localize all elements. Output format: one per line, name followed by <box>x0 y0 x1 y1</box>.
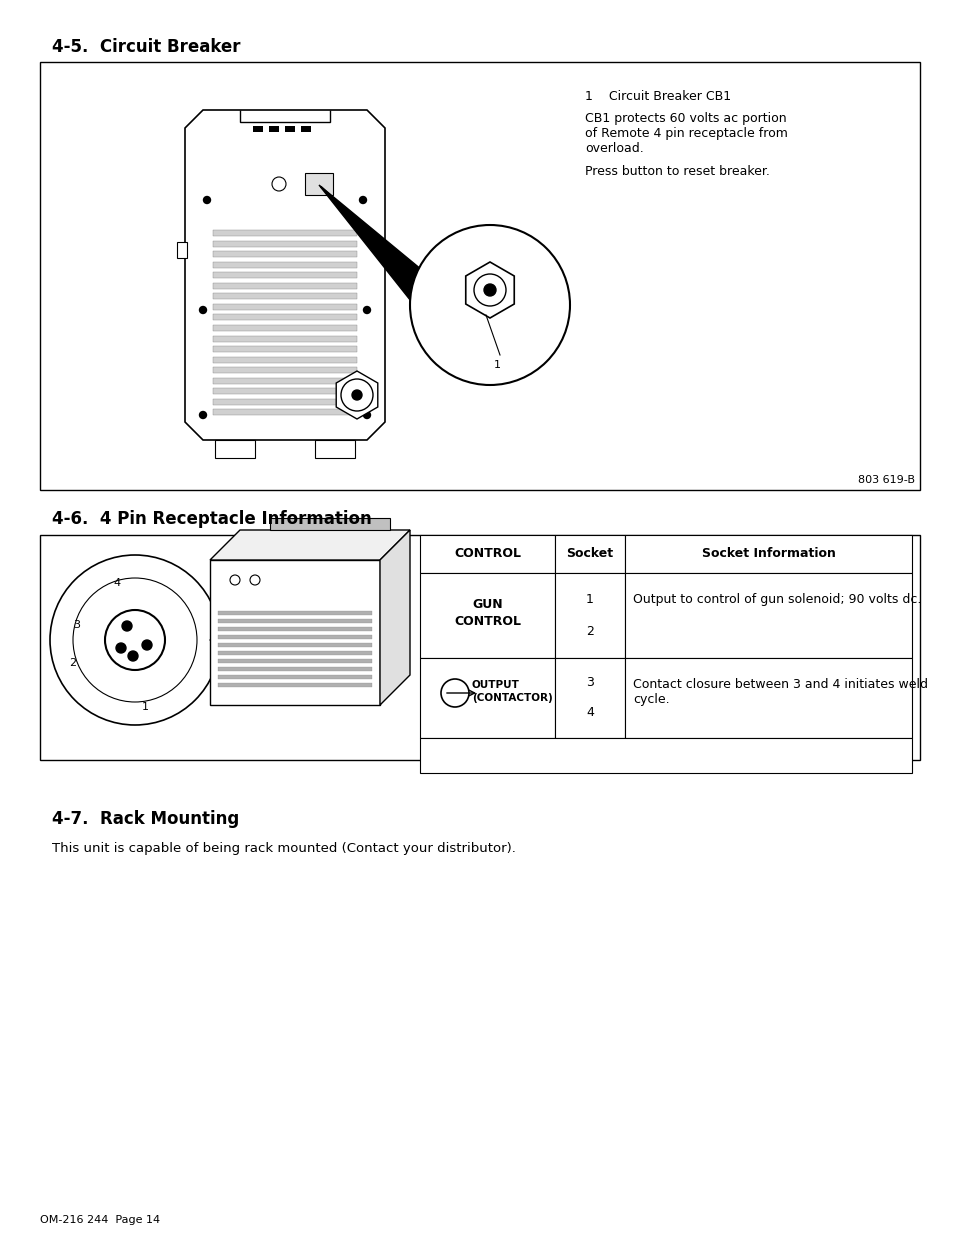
Bar <box>269 126 278 132</box>
Polygon shape <box>210 625 225 655</box>
Bar <box>555 658 624 739</box>
Bar <box>213 388 356 394</box>
Bar <box>213 357 356 363</box>
Text: 4-5.  Circuit Breaker: 4-5. Circuit Breaker <box>52 38 240 56</box>
Bar <box>213 325 356 331</box>
Circle shape <box>359 196 366 204</box>
Circle shape <box>410 225 569 385</box>
Bar <box>285 126 294 132</box>
Polygon shape <box>270 517 390 530</box>
Bar <box>218 643 372 647</box>
Bar <box>213 399 356 405</box>
Bar <box>213 283 356 289</box>
Text: This unit is capable of being rack mounted (Contact your distributor).: This unit is capable of being rack mount… <box>52 842 516 855</box>
Bar <box>213 378 356 384</box>
Bar <box>624 535 911 573</box>
Polygon shape <box>318 185 421 315</box>
Circle shape <box>128 651 138 661</box>
Bar <box>218 659 372 663</box>
Bar <box>419 658 555 739</box>
Circle shape <box>363 411 370 419</box>
Bar <box>314 440 355 458</box>
Text: 1: 1 <box>141 701 149 713</box>
Text: Output to control of gun solenoid; 90 volts dc.: Output to control of gun solenoid; 90 vo… <box>633 593 921 606</box>
Text: OUTPUT: OUTPUT <box>472 680 519 690</box>
Text: 4-7.  Rack Mounting: 4-7. Rack Mounting <box>52 810 239 827</box>
Bar <box>218 619 372 622</box>
Bar <box>624 573 911 658</box>
Bar <box>218 611 372 615</box>
Polygon shape <box>210 530 410 559</box>
Bar <box>213 410 356 415</box>
Text: 1: 1 <box>494 359 500 370</box>
Text: 1    Circuit Breaker CB1: 1 Circuit Breaker CB1 <box>584 90 730 103</box>
Text: (CONTACTOR): (CONTACTOR) <box>472 693 552 703</box>
Text: 803 619-B: 803 619-B <box>857 475 914 485</box>
Text: CONTROL: CONTROL <box>454 547 520 559</box>
Text: 3: 3 <box>585 676 594 689</box>
Text: CB1 protects 60 volts ac portion
of Remote 4 pin receptacle from
overload.: CB1 protects 60 volts ac portion of Remo… <box>584 112 787 156</box>
Bar <box>301 126 311 132</box>
Text: 2: 2 <box>585 625 594 638</box>
Circle shape <box>483 284 496 296</box>
Bar <box>253 126 263 132</box>
Circle shape <box>352 390 361 400</box>
Bar <box>218 627 372 631</box>
Text: 3: 3 <box>73 620 80 630</box>
Bar <box>213 304 356 310</box>
Text: OM-216 244  Page 14: OM-216 244 Page 14 <box>40 1215 160 1225</box>
Text: 4: 4 <box>113 578 120 588</box>
Bar <box>177 242 187 258</box>
Bar <box>218 651 372 655</box>
Text: CONTROL: CONTROL <box>454 615 520 629</box>
Bar <box>218 667 372 671</box>
Bar <box>218 683 372 687</box>
Circle shape <box>203 196 211 204</box>
Text: Press button to reset breaker.: Press button to reset breaker. <box>584 165 769 178</box>
Bar <box>419 573 555 658</box>
Text: 4: 4 <box>585 706 594 719</box>
Bar <box>213 346 356 352</box>
Circle shape <box>363 306 370 314</box>
Bar <box>210 559 379 705</box>
Polygon shape <box>379 530 410 705</box>
Bar <box>213 230 356 236</box>
Text: Socket: Socket <box>566 547 613 559</box>
Bar <box>213 336 356 342</box>
Bar <box>419 535 555 573</box>
Text: 4-6.  4 Pin Receptacle Information: 4-6. 4 Pin Receptacle Information <box>52 510 372 529</box>
Polygon shape <box>335 370 377 419</box>
Bar <box>213 272 356 278</box>
Polygon shape <box>465 262 514 317</box>
Circle shape <box>116 643 126 653</box>
Bar <box>213 367 356 373</box>
Bar <box>40 62 919 490</box>
Text: GUN: GUN <box>472 598 502 611</box>
Bar <box>213 241 356 247</box>
Circle shape <box>142 640 152 650</box>
Bar <box>419 739 911 773</box>
Bar <box>555 535 624 573</box>
Bar <box>213 251 356 257</box>
Polygon shape <box>185 110 385 440</box>
Circle shape <box>122 621 132 631</box>
Text: 2: 2 <box>70 658 76 668</box>
Text: 1: 1 <box>585 593 594 606</box>
Text: Contact closure between 3 and 4 initiates weld
cycle.: Contact closure between 3 and 4 initiate… <box>633 678 927 706</box>
Bar <box>213 294 356 299</box>
Bar <box>218 635 372 638</box>
Bar <box>218 676 372 679</box>
Bar <box>555 573 624 658</box>
Bar <box>40 535 919 760</box>
Circle shape <box>199 411 206 419</box>
Bar <box>214 440 254 458</box>
Bar <box>213 315 356 320</box>
Circle shape <box>199 306 206 314</box>
Bar <box>213 262 356 268</box>
Circle shape <box>50 555 220 725</box>
Bar <box>624 658 911 739</box>
Bar <box>305 173 333 195</box>
Text: Socket Information: Socket Information <box>700 547 835 559</box>
